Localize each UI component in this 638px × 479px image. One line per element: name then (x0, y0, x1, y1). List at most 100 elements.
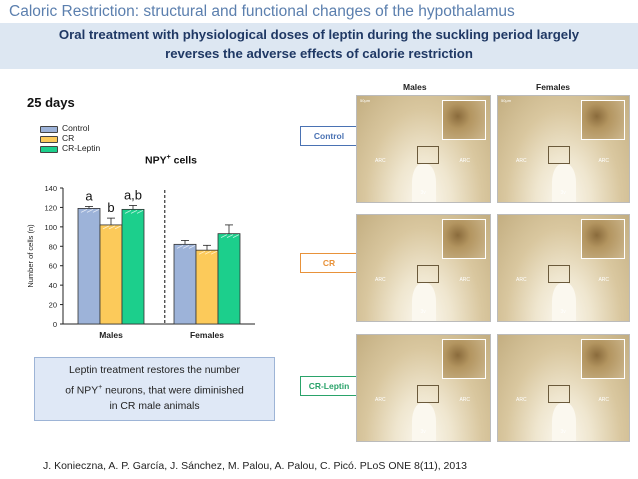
legend-label-cr-leptin: CR-Leptin (62, 143, 101, 153)
legend-swatch-cr-leptin (40, 146, 58, 153)
y-tick-label: 120 (44, 203, 57, 212)
row-label-cr-leptin: CR-Leptin (300, 376, 358, 396)
arc-label-right: ARC (459, 277, 470, 283)
arc-label-right: ARC (598, 158, 609, 164)
zoom-region-box (417, 265, 439, 283)
age-label: 25 days (27, 95, 75, 110)
third-ventricle-shape (551, 164, 576, 202)
bar-hatch (232, 234, 240, 239)
micrograph-cr-leptin-females: ARC ARC 3v (497, 334, 630, 442)
significance-letter: a,b (124, 187, 142, 202)
arc-label-right: ARC (598, 277, 609, 283)
bar-hatch (188, 244, 196, 249)
micrograph-control-females: ARC ARC 3v 50μm (497, 95, 630, 203)
citation: J. Konieczna, A. P. García, J. Sánchez, … (43, 460, 467, 472)
arc-label-left: ARC (375, 397, 386, 403)
scale-bar-label: 50μm (501, 98, 512, 103)
arc-label-right: ARC (598, 397, 609, 403)
micrograph-inset (581, 339, 625, 379)
third-ventricle-shape (411, 403, 436, 441)
legend-label-cr: CR (62, 133, 75, 143)
micrograph-control-males: ARC ARC 3v 50μm (356, 95, 491, 203)
third-ventricle-shape (411, 164, 436, 202)
subtitle-line-1: Oral treatment with physiological doses … (58, 27, 580, 42)
row-label-control: Control (300, 126, 358, 146)
significance-letter: a (85, 188, 93, 203)
bar-chart: 0 20 40 60 80 100 120 140 Number of cells (n) Mal… (26, 184, 255, 340)
micrograph-inset (581, 219, 625, 259)
micro-col-males: Males (403, 82, 427, 92)
bar-cr-leptin-males (121, 208, 145, 325)
bar-hatch (130, 210, 138, 214)
zoom-region-box (417, 385, 439, 403)
bar-hatch (108, 225, 116, 230)
y-tick-label: 0 (53, 320, 57, 329)
ventricle-label: 3v (420, 429, 426, 435)
bar-hatch (198, 250, 206, 255)
legend-label-control: Control (62, 123, 90, 133)
arc-label-left: ARC (375, 277, 386, 283)
bar-hatch (114, 225, 122, 230)
bar-control-males (77, 208, 101, 325)
chart-title-sup: + (166, 154, 171, 161)
chart-title-text: NPY (145, 154, 167, 167)
micrograph-inset (442, 339, 486, 379)
callout-line-2-post: neurons, that were diminished (102, 384, 244, 396)
callout-line-3: in CR male animals (109, 401, 200, 413)
third-ventricle-shape (551, 283, 576, 321)
y-axis-label: Number of cells (n) (26, 224, 35, 288)
x-category-label: Females (190, 330, 224, 340)
ventricle-label: 3v (420, 309, 426, 315)
chart-title-suffix: cells (170, 154, 197, 167)
scale-bar-label: 50μm (360, 98, 371, 103)
bar-hatch (182, 244, 190, 249)
bar-hatch (204, 250, 212, 255)
chart-title: NPY+ cells (145, 154, 197, 167)
bar-cr-females (195, 249, 219, 325)
zoom-region-box (548, 146, 570, 164)
bar-hatch (210, 250, 218, 255)
subtitle-line-2: reverses the adverse effects of calorie … (165, 46, 473, 61)
y-tick-label: 80 (49, 242, 57, 251)
callout-line-2-pre: of NPY (65, 384, 99, 396)
arc-label-left: ARC (516, 397, 527, 403)
subtitle-banner: Oral treatment with physiological doses … (0, 23, 638, 69)
bar-hatch (124, 210, 132, 214)
bar-hatch (86, 209, 94, 213)
third-ventricle-shape (551, 403, 576, 441)
ventricle-label: 3v (560, 429, 566, 435)
micrograph-inset (442, 100, 486, 140)
bar-hatch (226, 234, 234, 239)
callout-line-2: of NPY+ neurons, that were diminished (35, 380, 274, 400)
zoom-region-box (417, 146, 439, 164)
slide-title: Caloric Restriction: structural and func… (9, 3, 515, 20)
bar-hatch (176, 244, 184, 249)
micrograph-cr-leptin-males: ARC ARC 3v (356, 334, 491, 442)
conclusion-callout: Leptin treatment restores the number of … (34, 357, 275, 421)
ventricle-label: 3v (420, 190, 426, 196)
bar-cr-leptin-females (217, 233, 241, 325)
bar-cr-males (99, 224, 123, 325)
ventricle-label: 3v (560, 309, 566, 315)
micrograph-inset (581, 100, 625, 140)
callout-line-1: Leptin treatment restores the number (69, 365, 240, 376)
y-tick-label: 140 (44, 184, 57, 193)
micro-col-females: Females (536, 82, 571, 92)
arc-label-left: ARC (375, 158, 386, 164)
bar-hatch (220, 234, 228, 239)
legend-swatch-control (40, 126, 58, 133)
third-ventricle-shape (411, 283, 436, 321)
bar-hatch (80, 209, 88, 213)
zoom-region-box (548, 385, 570, 403)
y-tick-label: 40 (49, 281, 57, 290)
ventricle-label: 3v (560, 190, 566, 196)
arc-label-right: ARC (459, 397, 470, 403)
legend-swatch-cr (40, 136, 58, 143)
zoom-region-box (548, 265, 570, 283)
significance-letter: b (107, 200, 114, 215)
y-tick-label: 20 (49, 301, 57, 310)
x-category-label: Males (99, 330, 123, 340)
bar-control-females (173, 243, 197, 325)
callout-line-2-sup: + (98, 383, 103, 391)
micrograph-cr-males: ARC ARC 3v (356, 214, 491, 322)
